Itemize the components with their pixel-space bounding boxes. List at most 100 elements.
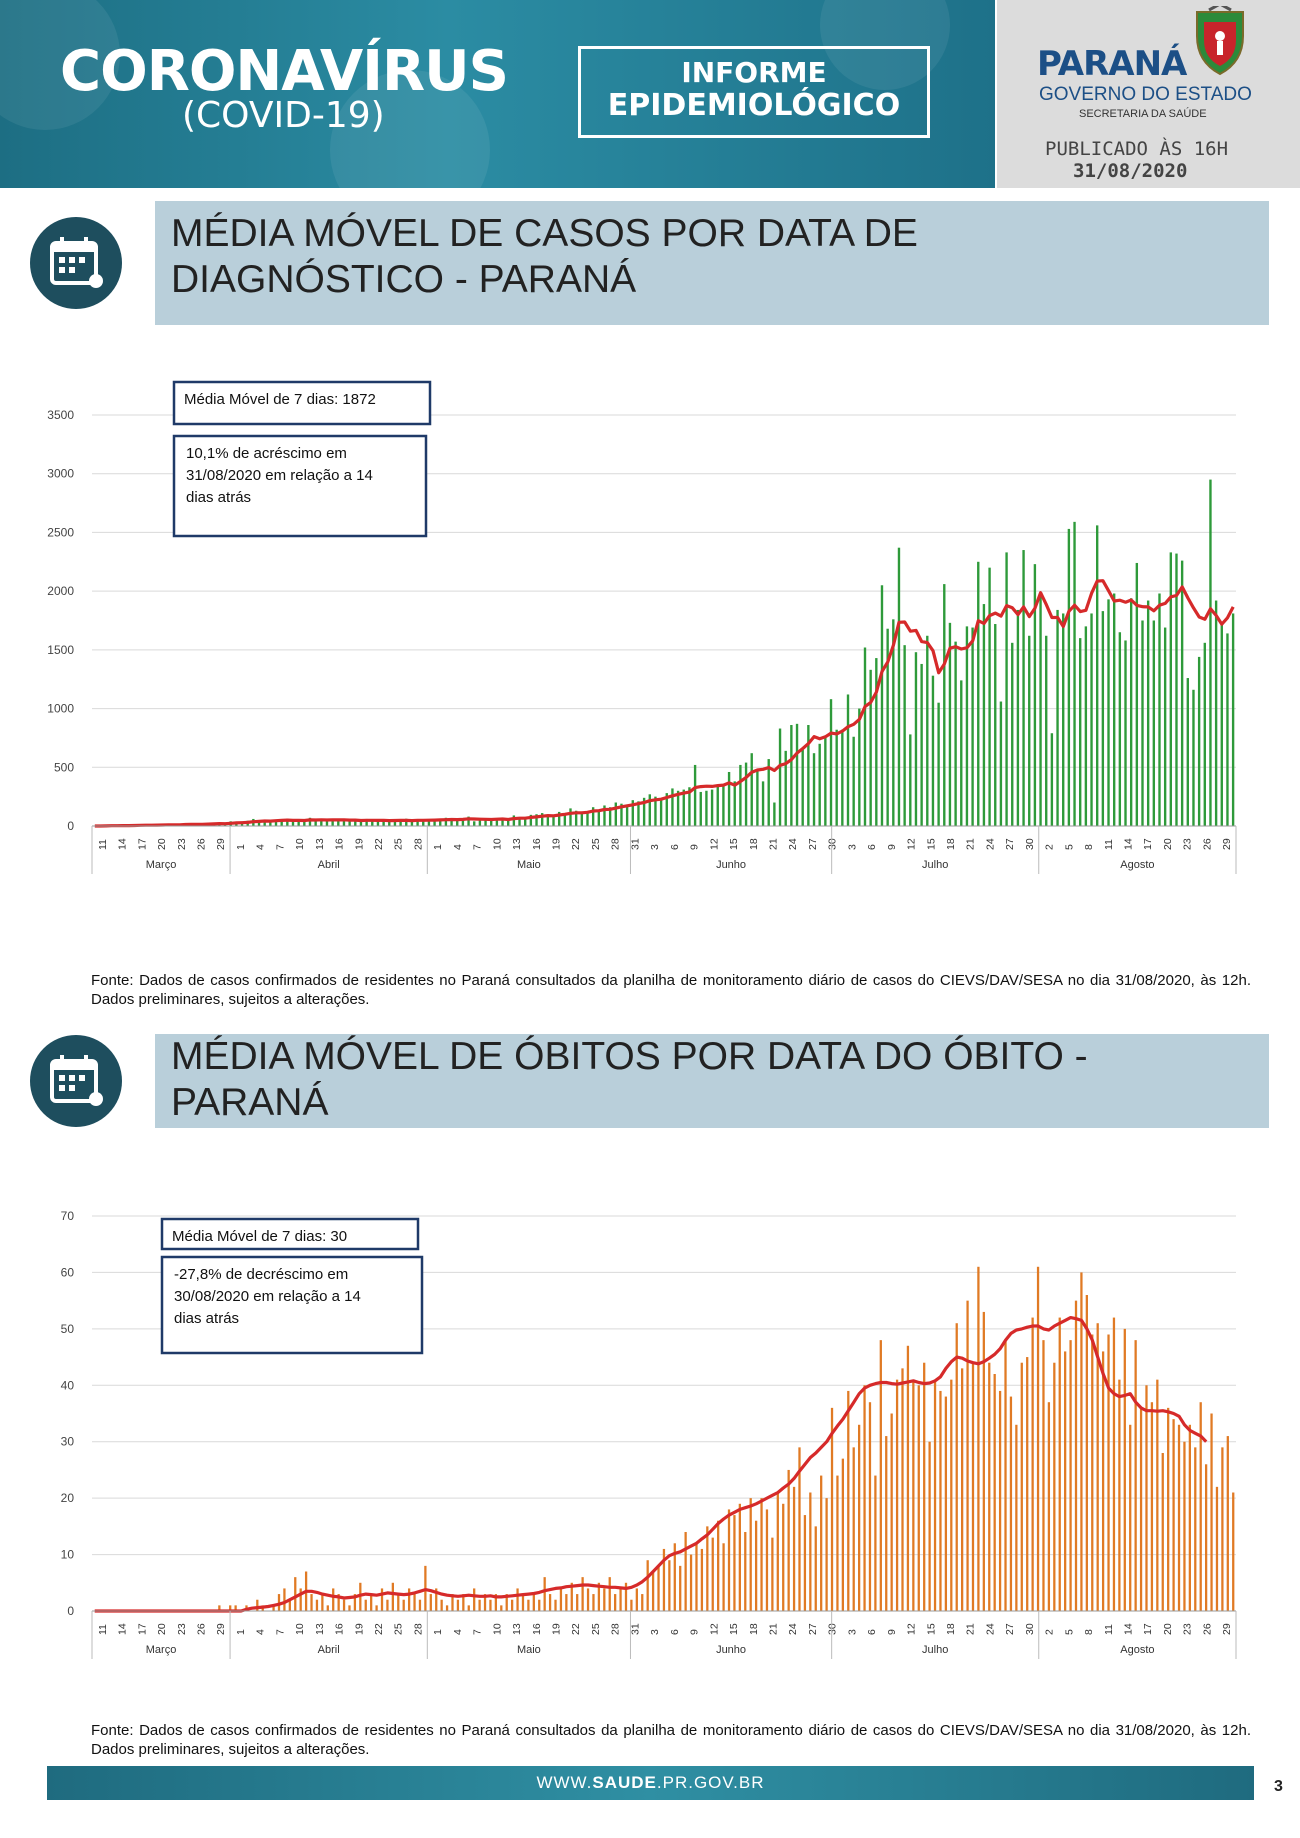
site-bold: SAUDE bbox=[592, 1773, 657, 1792]
y-tick-label: 1000 bbox=[47, 702, 74, 716]
bar bbox=[376, 821, 380, 826]
bar bbox=[620, 803, 623, 826]
bar bbox=[1221, 1447, 1224, 1611]
bar bbox=[524, 818, 527, 826]
bar bbox=[500, 1605, 503, 1611]
bar bbox=[682, 789, 685, 826]
x-tick-label: 8 bbox=[1083, 1629, 1095, 1635]
bar bbox=[852, 736, 855, 826]
bar bbox=[1079, 638, 1082, 826]
bar bbox=[1150, 1402, 1154, 1611]
bar bbox=[348, 1605, 351, 1611]
x-tick-label: 20 bbox=[1162, 838, 1174, 850]
x-tick-label: 1 bbox=[235, 1629, 247, 1635]
bar bbox=[803, 1515, 807, 1611]
bar bbox=[787, 1469, 790, 1611]
bar bbox=[809, 1492, 812, 1611]
bar bbox=[274, 819, 278, 826]
bar bbox=[603, 805, 606, 826]
x-tick-label: 13 bbox=[511, 838, 523, 850]
bar bbox=[370, 1594, 373, 1611]
bar bbox=[801, 749, 804, 826]
bar bbox=[402, 1599, 405, 1611]
x-tick-label: 24 bbox=[984, 838, 996, 850]
bar bbox=[982, 604, 986, 826]
bar bbox=[733, 1515, 736, 1611]
month-label: Março bbox=[146, 1644, 177, 1656]
y-tick-label: 20 bbox=[61, 1491, 75, 1505]
bar bbox=[478, 1599, 481, 1611]
bar bbox=[863, 1385, 866, 1611]
x-tick-label: 14 bbox=[1123, 1623, 1135, 1635]
state-name: PARANÁ bbox=[1037, 44, 1187, 84]
bar bbox=[977, 561, 980, 826]
bar bbox=[303, 821, 306, 826]
bar bbox=[1056, 609, 1059, 826]
x-tick-label: 3 bbox=[846, 844, 858, 850]
bar bbox=[286, 818, 289, 826]
x-tick-label: 12 bbox=[906, 1623, 918, 1635]
bar bbox=[782, 1503, 785, 1611]
bar bbox=[269, 821, 272, 826]
month-label: Agosto bbox=[1120, 1644, 1154, 1656]
bar bbox=[495, 818, 499, 826]
bar bbox=[1112, 1317, 1116, 1611]
bar bbox=[473, 821, 476, 826]
bar bbox=[433, 819, 436, 826]
month-label: Agosto bbox=[1120, 859, 1154, 871]
x-tick-label: 1 bbox=[432, 1629, 444, 1635]
bar bbox=[641, 1594, 644, 1611]
x-tick-label: 25 bbox=[590, 838, 602, 850]
bar bbox=[1101, 611, 1105, 826]
bar bbox=[1197, 656, 1201, 826]
x-tick-label: 27 bbox=[1004, 1623, 1016, 1635]
bar bbox=[462, 1594, 465, 1611]
annotation-moving-average: Média Móvel de 7 dias: 30 bbox=[172, 1228, 347, 1245]
informe-badge: INFORME EPIDEMIOLÓGICO bbox=[578, 46, 930, 138]
bar bbox=[688, 787, 691, 826]
bar bbox=[1209, 479, 1212, 826]
bar bbox=[695, 1543, 698, 1611]
bar bbox=[988, 1362, 991, 1611]
bar bbox=[771, 1537, 774, 1611]
x-tick-label: 27 bbox=[807, 838, 819, 850]
bar bbox=[382, 820, 385, 826]
x-tick-label: 26 bbox=[1201, 1623, 1213, 1635]
bar bbox=[597, 809, 601, 826]
bar bbox=[1177, 1424, 1181, 1611]
bar bbox=[1096, 1323, 1099, 1611]
x-tick-label: 24 bbox=[984, 1623, 996, 1635]
bar bbox=[1022, 550, 1025, 826]
x-tick-label: 18 bbox=[945, 838, 957, 850]
bar bbox=[739, 764, 742, 826]
x-tick-label: 19 bbox=[551, 1623, 563, 1635]
bar bbox=[1188, 1424, 1191, 1611]
bar bbox=[1045, 635, 1048, 826]
bar bbox=[665, 793, 668, 826]
bar bbox=[761, 781, 765, 826]
bar bbox=[429, 1594, 432, 1611]
bar bbox=[738, 1503, 741, 1611]
x-tick-label: 30 bbox=[827, 1623, 839, 1635]
bar bbox=[829, 699, 833, 826]
y-tick-label: 60 bbox=[61, 1265, 75, 1279]
government-label: GOVERNO DO ESTADO bbox=[1039, 84, 1252, 105]
footer-bar: WWW.SAUDE.PR.GOV.BR bbox=[47, 1766, 1254, 1800]
x-tick-label: 13 bbox=[511, 1623, 523, 1635]
x-tick-label: 16 bbox=[334, 838, 346, 850]
x-tick-label: 9 bbox=[886, 844, 898, 850]
informe-line2: EPIDEMIOLÓGICO bbox=[607, 88, 901, 123]
annotation-moving-average: Média Móvel de 7 dias: 1872 bbox=[184, 391, 376, 408]
bar bbox=[830, 1407, 834, 1611]
bar bbox=[1220, 621, 1223, 826]
bar bbox=[484, 818, 487, 826]
bar bbox=[847, 1390, 850, 1611]
x-tick-label: 15 bbox=[925, 1623, 937, 1635]
bar bbox=[380, 1588, 384, 1611]
bar bbox=[291, 821, 295, 826]
bar bbox=[961, 1368, 964, 1611]
bar bbox=[901, 1368, 904, 1611]
bar bbox=[773, 802, 776, 826]
bar bbox=[1004, 1340, 1007, 1611]
